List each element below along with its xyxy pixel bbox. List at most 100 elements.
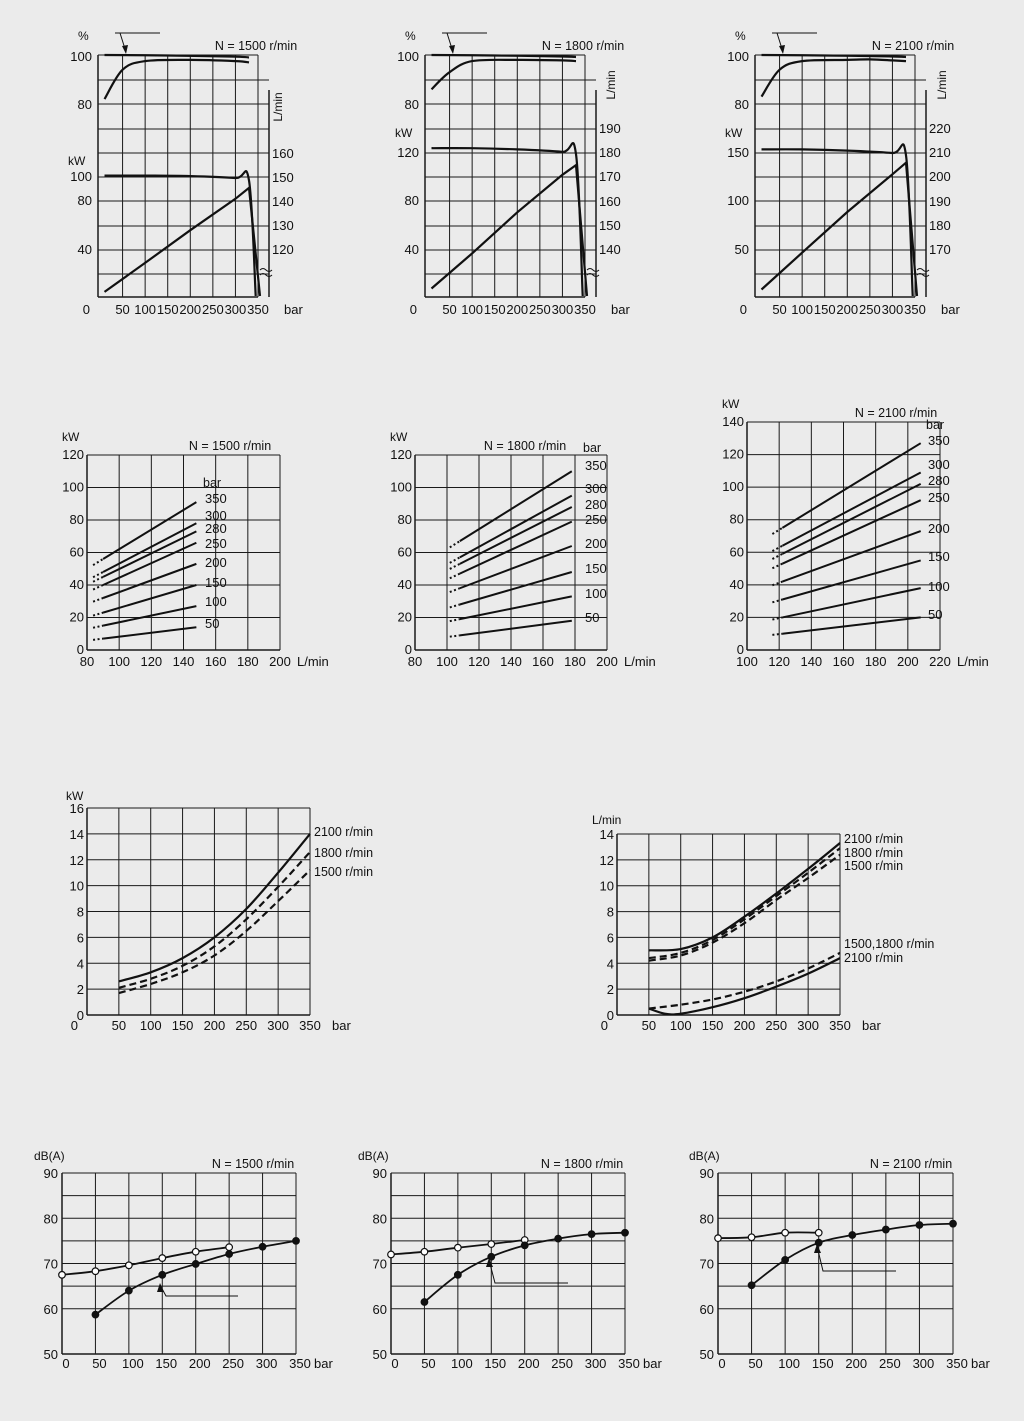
series-label: 2100 r/min xyxy=(844,832,903,846)
speed-label: N = 1500 r/min xyxy=(212,1157,294,1171)
tick-label-x: 220 xyxy=(929,654,951,669)
tick-label-x: 250 xyxy=(879,1356,901,1371)
tick-label-y: 4 xyxy=(607,956,614,971)
tick-label-y: 0 xyxy=(405,642,412,657)
tick-label-x: 350 xyxy=(247,302,269,317)
series-line xyxy=(102,562,197,599)
axis-label-kw: kW xyxy=(395,126,413,140)
tick-label-x: 160 xyxy=(532,654,554,669)
marker-filled xyxy=(487,1252,496,1261)
series-line-dotted xyxy=(772,598,783,604)
tick-label-x: 0 xyxy=(410,302,417,317)
series-line-power xyxy=(760,160,919,297)
tick-label-x: 250 xyxy=(235,1018,257,1033)
series-label: 150 xyxy=(928,549,950,564)
speed-label: N = 1500 r/min xyxy=(215,39,297,53)
tick-label-x: 160 xyxy=(205,654,227,669)
tick-label-x: 50 xyxy=(748,1356,762,1371)
series-line-flow xyxy=(104,170,257,297)
tick-label-y: 40 xyxy=(730,577,744,592)
tick-label-y: 60 xyxy=(730,544,744,559)
tick-label-right: 150 xyxy=(272,170,294,185)
tick-label-y: 6 xyxy=(77,930,84,945)
series-line-dotted xyxy=(92,571,104,579)
axis-title-y: kW xyxy=(66,789,84,803)
tick-label-x: 100 xyxy=(122,1356,144,1371)
series-label: 100 xyxy=(205,594,227,609)
tick-label-left: 40 xyxy=(78,242,92,257)
series-line xyxy=(102,541,197,586)
marker-filled xyxy=(949,1219,957,1228)
tick-label-x: 140 xyxy=(800,654,822,669)
tick-label-right: 170 xyxy=(929,242,951,257)
axis-break xyxy=(916,268,930,277)
tick-label-y: 80 xyxy=(730,512,744,527)
series-label: 1500 r/min xyxy=(844,859,903,873)
series-line xyxy=(118,833,311,983)
tick-label-right: 180 xyxy=(929,218,951,233)
axis-title-x: bar xyxy=(332,1018,351,1033)
tick-label-x: 160 xyxy=(833,654,855,669)
tick-label-x: 100 xyxy=(461,302,483,317)
marker-filled xyxy=(158,1270,167,1279)
marker-filled xyxy=(747,1281,756,1290)
axis-title-y: L/min xyxy=(592,813,621,827)
tick-label-x: 150 xyxy=(172,1018,194,1033)
tick-label-right: 130 xyxy=(272,218,294,233)
axis-title-x: bar xyxy=(284,302,303,317)
marker-open xyxy=(387,1250,395,1259)
tick-label-left: 150 xyxy=(727,145,749,160)
axis-break xyxy=(259,268,273,277)
tick-label-left: 40 xyxy=(405,242,419,257)
tick-label-x: 300 xyxy=(797,1018,819,1033)
tick-label-left: 100 xyxy=(727,193,749,208)
arrow-head xyxy=(449,45,455,54)
power-flow-1800: 0 20 40 60 80 100 120 80 100 120 140 160 180 200 L/min… xyxy=(390,430,656,669)
tick-label-x: 150 xyxy=(702,1018,724,1033)
series-line xyxy=(648,957,841,1016)
tick-label-y: 70 xyxy=(700,1257,714,1272)
series-line-dotted xyxy=(449,587,461,593)
tick-label-y: 0 xyxy=(77,642,84,657)
series-label: 100 xyxy=(585,586,607,601)
arrow-head xyxy=(157,1283,164,1292)
series-label: 200 xyxy=(585,536,607,551)
axis-title-x: bar xyxy=(862,1018,881,1033)
tick-label-left: 120 xyxy=(397,145,419,160)
axis-title-y: dB(A) xyxy=(358,1149,389,1163)
series-line xyxy=(459,571,573,606)
axis-title-y: dB(A) xyxy=(689,1149,720,1163)
arrow-leader xyxy=(488,1259,568,1284)
tick-label-x: 50 xyxy=(642,1018,656,1033)
series-line-overall xyxy=(103,58,250,100)
marker-open xyxy=(714,1234,722,1243)
tick-label-right: 200 xyxy=(929,169,951,184)
series-label: 2100 r/min xyxy=(844,951,903,965)
tick-label-x: 300 xyxy=(225,302,247,317)
tick-label-y: 70 xyxy=(373,1257,387,1272)
tick-label-right: 180 xyxy=(599,145,621,160)
tick-label-x: 250 xyxy=(529,302,551,317)
arrow-head xyxy=(779,45,785,54)
series-line-dotted xyxy=(771,527,783,535)
axis-title-y: kW xyxy=(390,430,408,444)
tick-label-right: 190 xyxy=(599,121,621,136)
tick-label-left: 50 xyxy=(735,242,749,257)
tick-label-x: 300 xyxy=(882,302,904,317)
arrow-leader xyxy=(772,32,817,53)
tick-label-x: 100 xyxy=(778,1356,800,1371)
marker-filled xyxy=(453,1270,462,1279)
flow-loss: 0 2 4 6 8 10 12 14 0 50 100 150 200 250 300 350 bar L/min… xyxy=(592,813,934,1033)
marker-open xyxy=(747,1233,756,1242)
marker-open xyxy=(91,1267,100,1276)
series-line-dotted xyxy=(449,618,460,623)
tick-label-x: 300 xyxy=(552,302,574,317)
series-line xyxy=(782,530,922,583)
legend-title: bar xyxy=(583,441,601,455)
perf-2100: N = 2100 r/min%kW1008015010050L/min22021… xyxy=(725,29,960,317)
marker-open xyxy=(158,1254,167,1262)
perf-1800: N = 1800 r/min% kW 100 80 120 80 40 L/min 190 180… xyxy=(395,29,630,317)
tick-label-y: 90 xyxy=(44,1166,58,1181)
marker-filled xyxy=(91,1310,100,1319)
tick-label-x: 350 xyxy=(904,302,926,317)
